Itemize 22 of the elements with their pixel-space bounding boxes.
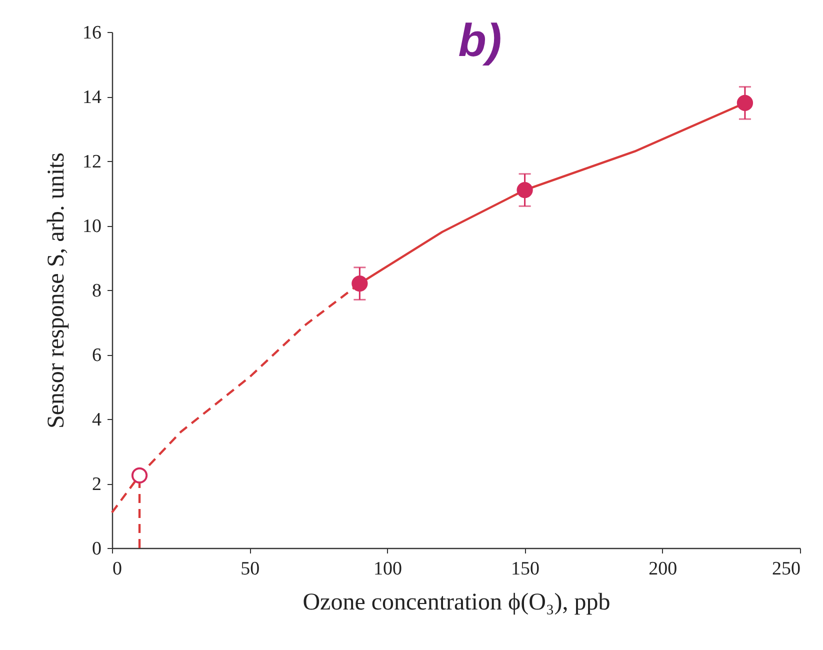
point bbox=[516, 182, 533, 198]
point bbox=[352, 275, 368, 292]
x-tick-label: 250 bbox=[772, 558, 800, 580]
point bbox=[736, 94, 754, 112]
y-tick-label: 14 bbox=[82, 87, 102, 108]
y-tick-label: 12 bbox=[82, 152, 102, 172]
y-tick-label: 2 bbox=[92, 474, 102, 495]
y-tick-label: 6 bbox=[92, 345, 102, 366]
chart-title: b) bbox=[458, 14, 502, 66]
x-tick-label: 0 bbox=[112, 558, 122, 580]
y-tick-label: 0 bbox=[92, 538, 102, 560]
y-axis-title: Sensor response S, arb. units bbox=[44, 152, 70, 428]
x-tick-label: 50 bbox=[240, 558, 260, 580]
x-axis-title: Ozone concentration ϕ(O₃), ppb bbox=[302, 590, 610, 616]
x-tick-label: 150 bbox=[511, 558, 540, 580]
x-tick-label: 100 bbox=[373, 558, 402, 580]
y-tick-label: 8 bbox=[92, 280, 102, 302]
point bbox=[131, 467, 148, 484]
y-tick-label: 10 bbox=[82, 216, 102, 237]
x-tick-label: 200 bbox=[648, 558, 678, 580]
y-tick-label: 4 bbox=[92, 410, 102, 430]
y-tick-label: 16 bbox=[82, 22, 102, 44]
